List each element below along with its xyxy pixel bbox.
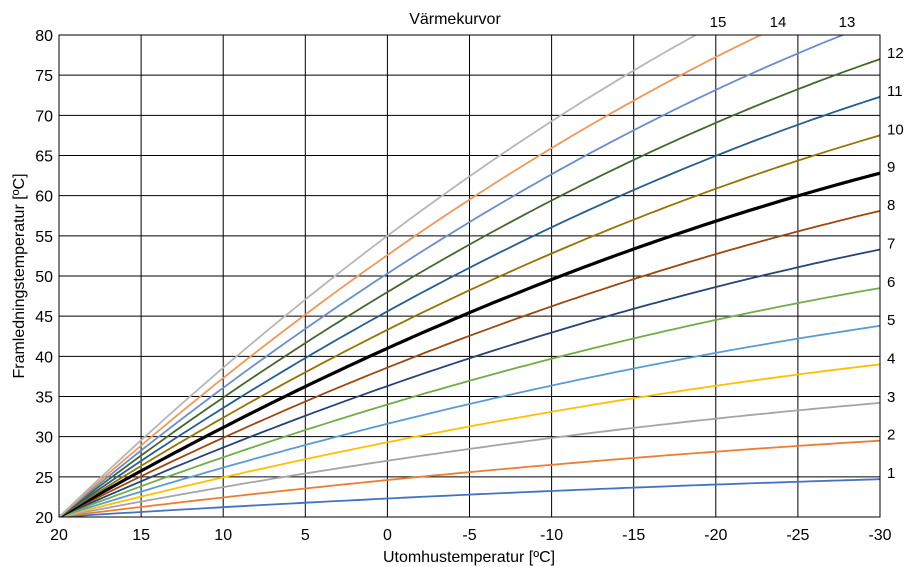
curve-7-line [59,248,880,517]
curve-8-line [59,210,880,517]
curve-3-line [59,402,880,517]
curve-6-label: 6 [887,274,895,291]
curves-group [59,35,880,517]
x-tick-label: 5 [301,527,310,544]
curve-12-label: 12 [887,45,904,62]
y-tick-label: 70 [35,108,53,125]
curve-15-line [59,35,698,517]
x-tick-label: 20 [50,527,68,544]
x-tick-label: 15 [132,527,150,544]
curve-9-line [59,171,880,517]
curve-8-label: 8 [887,197,895,214]
curve-12-line [59,58,880,517]
x-tick-label: -5 [462,527,476,544]
x-axis-title: Utomhustemperatur [ºC] [383,549,555,566]
x-tick-label: -15 [622,527,645,544]
x-tick-label: 10 [214,527,232,544]
curve-6-line [59,287,880,517]
curve-4-label: 4 [887,350,895,367]
curve-1-label: 1 [887,465,895,482]
x-tick-label: -30 [868,527,891,544]
x-tick-label: -20 [704,527,727,544]
y-tick-label: 20 [35,510,53,527]
curve-2-line [59,439,880,517]
chart-title: Värmekurvor [409,11,501,28]
curve-3-label: 3 [887,389,895,406]
curve-15-label: 15 [710,14,727,31]
y-tick-label: 55 [35,229,53,246]
y-tick-label: 25 [35,470,53,487]
y-tick-label: 80 [35,28,53,45]
curve-11-line [59,96,880,517]
y-axis-title: Framledningstemperatur [ºC] [11,173,28,378]
curve-2-label: 2 [887,427,895,444]
curve-4-line [59,363,880,517]
y-tick-label: 60 [35,189,53,206]
y-tick-label: 35 [35,390,53,407]
y-tick-label: 75 [35,68,53,85]
y-tick-label: 50 [35,269,53,286]
curve-5-line [59,324,880,517]
curve-5-label: 5 [887,312,895,329]
y-tick-label: 65 [35,149,53,166]
curve-14-label: 14 [770,14,787,31]
curve-11-label: 11 [887,83,903,100]
plot-frame [58,34,881,518]
y-tick-label: 30 [35,430,53,447]
curve-13-line [59,35,846,517]
curve-10-label: 10 [887,121,904,138]
curve-10-line [59,134,880,517]
y-tick-label: 40 [35,349,53,366]
y-tick-labels: 20 25 30 35 40 45 50 55 60 65 70 75 80 [35,28,53,527]
y-tick-label: 45 [35,309,53,326]
x-tick-label: -25 [786,527,809,544]
x-tick-label: 0 [383,527,392,544]
curve-13-label: 13 [839,14,856,31]
curve-9-label: 9 [887,159,895,176]
curve-1-line [59,478,880,517]
x-tick-label: -10 [540,527,563,544]
x-tick-labels: 20 15 10 5 0 -5 -10 -15 -20 -25 -30 [50,527,892,544]
curve-7-label: 7 [887,235,895,252]
curve-14-line [59,35,763,517]
